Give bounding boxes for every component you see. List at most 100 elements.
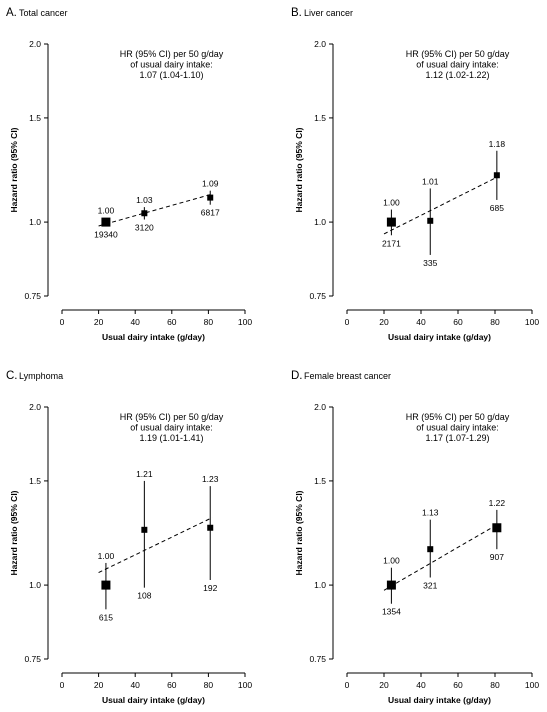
x-tick-label: 20 xyxy=(94,680,104,690)
hr-point xyxy=(141,526,148,533)
case-count-label: 321 xyxy=(423,580,437,590)
x-tick-label: 20 xyxy=(379,317,389,327)
y-axis-title: Hazard ratio (95% CI) xyxy=(294,490,304,575)
y-tick-label: 0.75 xyxy=(24,291,41,301)
y-tick-label: 1.5 xyxy=(314,113,326,123)
panel-letter: A. xyxy=(6,7,17,19)
hr-annotation-line: HR (95% CI) per 50 g/day xyxy=(120,412,224,422)
trend-line xyxy=(383,175,499,235)
y-tick-label: 1.0 xyxy=(314,217,326,227)
chart-panel-3: C. Lymphoma 0.75 1.0 1.5 2.0 Hazard ratio (95%… xyxy=(6,370,252,705)
y-tick-label: 1.0 xyxy=(29,217,41,227)
hr-value-label: 1.22 xyxy=(489,498,506,508)
hr-annotation-line: HR (95% CI) per 50 g/day xyxy=(120,49,224,59)
chart-panel-2: B. Liver cancer 0.75 1.0 1.5 2.0 Hazard ratio … xyxy=(291,7,539,342)
x-tick-label: 20 xyxy=(94,317,104,327)
x-tick-label: 40 xyxy=(130,317,140,327)
y-tick-label: 1.0 xyxy=(29,580,41,590)
x-tick-label: 80 xyxy=(490,680,500,690)
hr-value-label: 1.03 xyxy=(136,195,153,205)
panel-title: Lymphoma xyxy=(19,371,63,381)
hr-point xyxy=(493,172,500,179)
hr-annotation-line: of usual dairy intake: xyxy=(416,60,499,70)
chart-panel-4: D. Female breast cancer 0.75 1.0 1.5 2.0 Hazar… xyxy=(291,370,539,705)
hr-annotation-line: HR (95% CI) per 50 g/day xyxy=(406,412,510,422)
hr-value-label: 1.23 xyxy=(202,474,219,484)
y-tick-label: 2.0 xyxy=(314,402,326,412)
hr-value-label: 1.01 xyxy=(422,176,439,186)
trend-line xyxy=(383,523,499,591)
case-count-label: 192 xyxy=(203,583,217,593)
x-axis-title: Usual dairy intake (g/day) xyxy=(102,332,205,342)
x-tick-label: 0 xyxy=(345,317,350,327)
case-count-label: 2171 xyxy=(382,238,401,248)
hr-value-label: 1.21 xyxy=(136,469,153,479)
y-tick-label: 1.0 xyxy=(314,580,326,590)
x-tick-label: 60 xyxy=(453,317,463,327)
y-tick-label: 2.0 xyxy=(314,39,326,49)
x-tick-label: 0 xyxy=(60,317,65,327)
y-tick-label: 1.5 xyxy=(314,476,326,486)
x-tick-label: 80 xyxy=(490,317,500,327)
x-tick-label: 0 xyxy=(345,680,350,690)
y-tick-label: 0.75 xyxy=(309,654,326,664)
panel-letter: B. xyxy=(291,7,302,19)
x-tick-label: 40 xyxy=(130,680,140,690)
hr-point xyxy=(207,524,214,531)
case-count-label: 615 xyxy=(99,612,113,622)
hr-annotation-line: of usual dairy intake: xyxy=(130,423,213,433)
x-axis-title: Usual dairy intake (g/day) xyxy=(388,695,491,705)
hr-point xyxy=(101,217,111,227)
hr-annotation-line: 1.12 (1.02-1.22) xyxy=(425,70,489,80)
hr-point xyxy=(207,194,214,201)
hr-value-label: 1.00 xyxy=(98,206,115,216)
hr-point xyxy=(101,580,111,590)
hr-annotation-line: 1.17 (1.07-1.29) xyxy=(425,433,489,443)
y-tick-label: 0.75 xyxy=(24,654,41,664)
y-axis-title: Hazard ratio (95% CI) xyxy=(9,490,19,575)
hr-value-label: 1.00 xyxy=(383,556,400,566)
case-count-label: 3120 xyxy=(135,223,154,233)
x-tick-label: 60 xyxy=(167,680,177,690)
y-axis-title: Hazard ratio (95% CI) xyxy=(294,127,304,212)
hr-annotation-line: of usual dairy intake: xyxy=(416,423,499,433)
x-tick-label: 100 xyxy=(525,317,539,327)
case-count-label: 335 xyxy=(423,258,437,268)
trend-line xyxy=(98,193,213,227)
case-count-label: 19340 xyxy=(94,230,118,240)
x-tick-label: 80 xyxy=(204,317,214,327)
hr-point xyxy=(386,580,396,590)
hr-value-label: 1.00 xyxy=(383,198,400,208)
case-count-label: 685 xyxy=(490,203,504,213)
x-axis-title: Usual dairy intake (g/day) xyxy=(102,695,205,705)
hr-annotation-line: 1.19 (1.01-1.41) xyxy=(139,433,203,443)
y-tick-label: 0.75 xyxy=(309,291,326,301)
case-count-label: 1354 xyxy=(382,607,401,617)
x-tick-label: 40 xyxy=(416,680,426,690)
hr-value-label: 1.18 xyxy=(489,139,506,149)
hr-point xyxy=(427,546,434,553)
x-tick-label: 0 xyxy=(60,680,65,690)
y-tick-label: 2.0 xyxy=(29,402,41,412)
x-tick-label: 40 xyxy=(416,317,426,327)
x-tick-label: 60 xyxy=(453,680,463,690)
case-count-label: 6817 xyxy=(201,208,220,218)
hr-annotation-line: 1.07 (1.04-1.10) xyxy=(139,70,203,80)
panel-letter: C. xyxy=(6,370,18,382)
case-count-label: 108 xyxy=(137,591,151,601)
chart-panel-1: A. Total cancer 0.75 1.0 1.5 2.0 Hazard ratio … xyxy=(6,7,252,342)
panel-title: Liver cancer xyxy=(304,8,353,18)
panel-letter: D. xyxy=(291,370,303,382)
hr-point xyxy=(492,523,502,533)
x-tick-label: 100 xyxy=(238,317,252,327)
panel-title: Female breast cancer xyxy=(304,371,391,381)
panel-title: Total cancer xyxy=(19,8,68,18)
x-axis-title: Usual dairy intake (g/day) xyxy=(388,332,491,342)
hr-point xyxy=(141,210,148,217)
hr-annotation-line: HR (95% CI) per 50 g/day xyxy=(406,49,510,59)
y-tick-label: 1.5 xyxy=(29,113,41,123)
x-tick-label: 100 xyxy=(525,680,539,690)
x-tick-label: 100 xyxy=(238,680,252,690)
hr-value-label: 1.00 xyxy=(98,551,115,561)
